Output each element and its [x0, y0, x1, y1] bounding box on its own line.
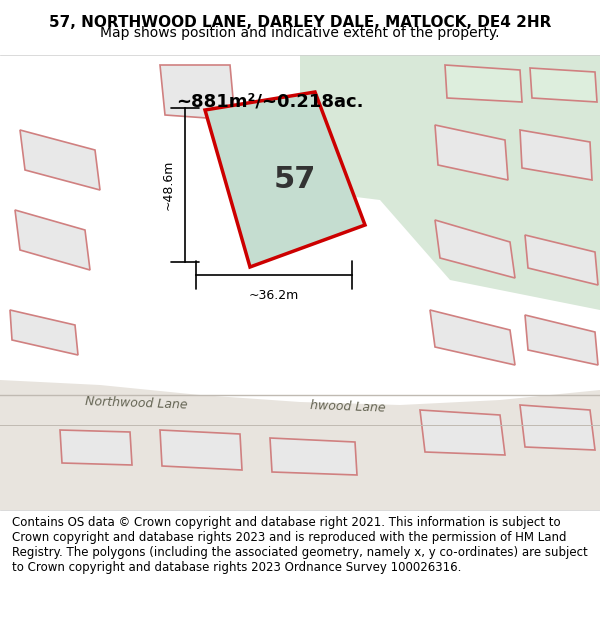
Text: Contains OS data © Crown copyright and database right 2021. This information is : Contains OS data © Crown copyright and d… — [12, 516, 588, 574]
Polygon shape — [0, 380, 600, 510]
Text: ~36.2m: ~36.2m — [249, 289, 299, 302]
Polygon shape — [435, 125, 508, 180]
Text: ~48.6m: ~48.6m — [162, 160, 175, 210]
Polygon shape — [10, 310, 78, 355]
Polygon shape — [15, 210, 90, 270]
Polygon shape — [20, 130, 100, 190]
Polygon shape — [270, 438, 357, 475]
Polygon shape — [160, 65, 235, 120]
Polygon shape — [420, 410, 505, 455]
Text: Map shows position and indicative extent of the property.: Map shows position and indicative extent… — [100, 26, 500, 39]
Polygon shape — [300, 55, 600, 310]
Polygon shape — [520, 130, 592, 180]
Text: 57, NORTHWOOD LANE, DARLEY DALE, MATLOCK, DE4 2HR: 57, NORTHWOOD LANE, DARLEY DALE, MATLOCK… — [49, 16, 551, 31]
Text: hwood Lane: hwood Lane — [310, 399, 386, 415]
Text: ~881m²/~0.218ac.: ~881m²/~0.218ac. — [176, 93, 364, 111]
Polygon shape — [445, 65, 522, 102]
Polygon shape — [430, 310, 515, 365]
Polygon shape — [525, 235, 598, 285]
Polygon shape — [525, 315, 598, 365]
Polygon shape — [60, 430, 132, 465]
Polygon shape — [205, 92, 365, 267]
Polygon shape — [530, 68, 597, 102]
Polygon shape — [435, 220, 515, 278]
Text: Northwood Lane: Northwood Lane — [85, 396, 188, 412]
Polygon shape — [520, 405, 595, 450]
Polygon shape — [160, 430, 242, 470]
Text: 57: 57 — [274, 166, 316, 194]
